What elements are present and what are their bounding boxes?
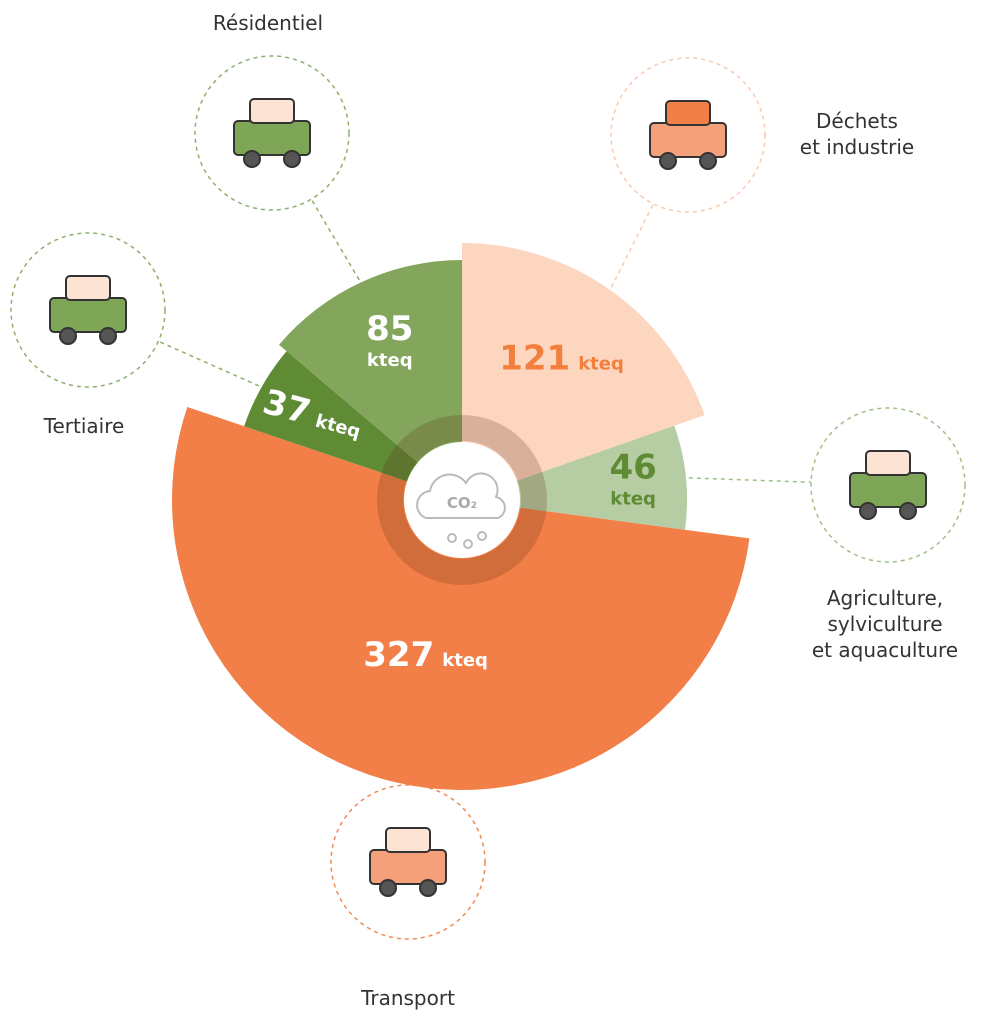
icon-dot	[99, 327, 117, 345]
icon-dot	[859, 502, 877, 520]
sector	[279, 260, 462, 500]
icon-body	[369, 849, 447, 885]
value-label: 327 kteq	[363, 635, 488, 675]
value-number: 85	[366, 309, 413, 349]
icon-dot	[59, 327, 77, 345]
icon-dot	[243, 150, 261, 168]
bubble	[463, 539, 473, 549]
value-unit: kteq	[442, 650, 488, 671]
category-label: Transport	[361, 986, 455, 1010]
bubble	[477, 531, 487, 541]
category-label: Résidentiel	[212, 11, 324, 35]
icon-dot	[283, 150, 301, 168]
sector	[244, 351, 462, 500]
value-unit: kteq	[367, 350, 413, 371]
icon-dot	[659, 152, 677, 170]
icon-top	[385, 827, 431, 853]
value-number: 327	[363, 635, 434, 675]
icon-top	[249, 98, 295, 124]
value-label: 85 kteq	[366, 309, 413, 371]
sector	[462, 243, 705, 500]
icon-dot	[419, 879, 437, 897]
icon-dot	[379, 879, 397, 897]
icon-top	[865, 450, 911, 476]
connector	[271, 132, 364, 288]
cloud	[416, 472, 506, 519]
category-label: Déchets et industrie	[799, 109, 915, 159]
icon	[369, 827, 447, 897]
icon-dot	[699, 152, 717, 170]
icon-body	[849, 472, 927, 508]
connector	[680, 476, 889, 486]
value-label: 121 kteq	[499, 339, 624, 379]
sector	[171, 407, 750, 791]
center-label: CO₂	[447, 494, 477, 512]
category-label: Agriculture, sylviculture et aquaculture	[811, 586, 959, 662]
icon-body	[649, 122, 727, 158]
value-unit: kteq	[610, 488, 656, 509]
icon-top	[665, 100, 711, 126]
value-number: 46	[609, 447, 656, 487]
bubble	[447, 533, 457, 543]
inner-ring	[377, 415, 547, 585]
icon-dot	[899, 502, 917, 520]
value-label: 46 kteq	[609, 447, 656, 509]
icon-top	[65, 275, 111, 301]
icon	[49, 275, 127, 345]
icon	[649, 100, 727, 170]
value-number: 121	[499, 339, 570, 379]
value-unit: kteq	[578, 354, 624, 375]
icon-body	[49, 297, 127, 333]
center	[404, 442, 520, 558]
connector	[607, 134, 689, 295]
category-label: Tertiaire	[43, 414, 125, 438]
icon-body	[233, 120, 311, 156]
icon	[233, 98, 311, 168]
icon	[849, 450, 927, 520]
